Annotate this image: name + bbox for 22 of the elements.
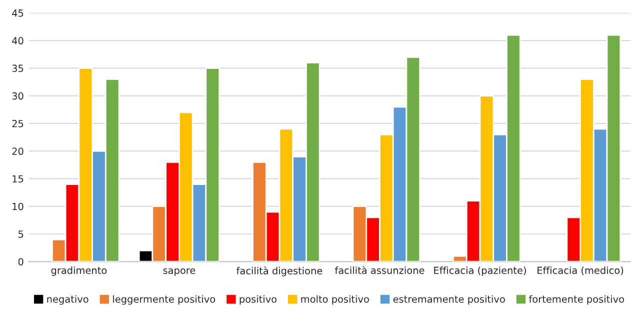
legend-label: positivo bbox=[240, 295, 277, 305]
y-tick-label: 0 bbox=[18, 258, 24, 266]
y-tick-label: 15 bbox=[12, 175, 24, 183]
x-tick-label: gradimento bbox=[51, 266, 107, 276]
x-tick-label: facilità assunzione bbox=[334, 266, 424, 274]
y-tick-label: 30 bbox=[12, 92, 24, 100]
legend-label: negativo bbox=[47, 295, 88, 305]
y-tick-label: 5 bbox=[18, 230, 24, 238]
legend-label: fortemente positivo bbox=[528, 295, 624, 305]
legend-label: leggermente positivo bbox=[113, 295, 216, 305]
y-tick-label: 10 bbox=[12, 202, 24, 210]
y-tick-label: 35 bbox=[12, 64, 24, 72]
y-tick-label: 40 bbox=[12, 37, 24, 44]
x-tick-label: Efficacia (medico) bbox=[538, 266, 624, 276]
x-tick-label: Efficacia (paziente) bbox=[434, 266, 526, 276]
x-tick-label: sapore bbox=[163, 268, 196, 276]
legend-label: molto positivo bbox=[301, 295, 369, 305]
legend-label: estremamente positivo bbox=[393, 295, 505, 305]
y-tick-label: 45 bbox=[12, 10, 24, 17]
y-tick-label: 25 bbox=[12, 120, 24, 128]
x-tick-label: facilità digestione bbox=[236, 266, 322, 276]
y-tick-label: 20 bbox=[12, 148, 24, 155]
